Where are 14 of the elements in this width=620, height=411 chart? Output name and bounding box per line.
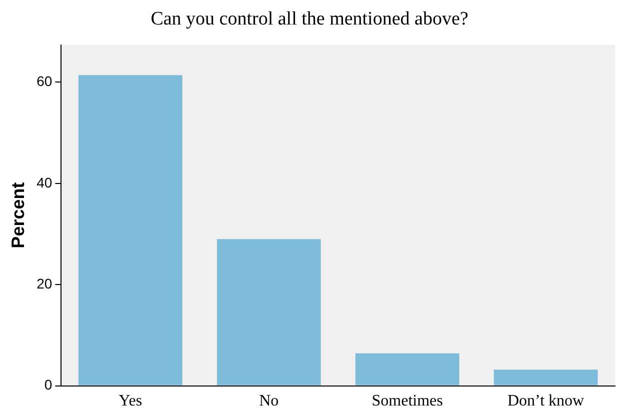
y-axis-title: Percent <box>8 182 28 248</box>
bar <box>78 75 182 386</box>
x-tick-label: Yes <box>118 392 142 410</box>
y-tick-label: 40 <box>36 174 52 190</box>
bar <box>494 370 598 386</box>
bar <box>355 353 460 386</box>
chart-title: Can you control all the mentioned above? <box>150 8 468 30</box>
bar <box>216 239 321 386</box>
y-tick-label: 60 <box>36 73 52 90</box>
x-tick-label: Sometimes <box>372 392 443 410</box>
x-tick-label: Don’t know <box>507 392 585 410</box>
y-tick-label: 0 <box>44 376 52 393</box>
x-tick-label: No <box>259 392 279 410</box>
y-tick-label: 20 <box>36 275 52 292</box>
